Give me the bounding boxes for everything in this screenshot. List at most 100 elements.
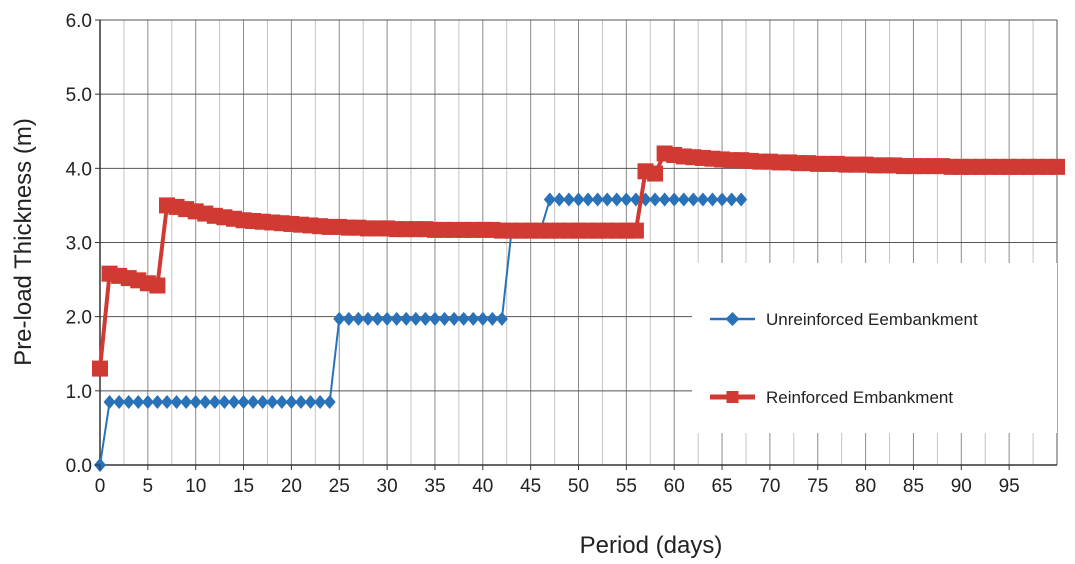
x-tick-label: 30 (377, 476, 398, 497)
y-tick-label: 1.0 (66, 382, 92, 403)
data-point (237, 394, 250, 409)
x-tick-label: 50 (568, 476, 589, 497)
data-point (486, 311, 499, 326)
data-point (218, 394, 231, 409)
series-layer (92, 145, 1065, 472)
x-tick-label: 90 (951, 476, 972, 497)
x-axis-title: Period (days) (580, 532, 723, 559)
legend-marker-reinforced (726, 391, 739, 403)
data-point (725, 192, 738, 207)
data-point (448, 311, 461, 326)
data-point (189, 394, 202, 409)
data-point (409, 311, 422, 326)
data-point (620, 192, 633, 207)
data-point (1049, 158, 1065, 175)
data-point (562, 192, 575, 207)
data-point (572, 192, 585, 207)
data-point (92, 360, 108, 377)
x-tick-label: 55 (616, 476, 637, 497)
legend-item-unreinforced: Unreinforced Eembankment (710, 310, 978, 329)
y-tick-label: 6.0 (66, 11, 92, 32)
x-tick-label: 70 (759, 476, 780, 497)
data-point (668, 192, 681, 207)
x-tick-label: 5 (143, 476, 154, 497)
data-point (333, 311, 346, 326)
data-point (199, 394, 212, 409)
legend-box (692, 263, 1057, 433)
data-point (553, 192, 566, 207)
data-point (141, 394, 154, 409)
data-point (381, 311, 394, 326)
data-point (601, 192, 614, 207)
x-tick-labels: 0 5 10 15 20 25 30 35 40 45 50 55 60 65 70 75 80 85 90 95 (95, 465, 1020, 497)
x-tick-label: 80 (855, 476, 876, 497)
data-point (266, 394, 279, 409)
data-point (113, 394, 126, 409)
data-point (323, 394, 336, 409)
x-tick-label: 45 (520, 476, 541, 497)
data-point (275, 394, 288, 409)
data-point (627, 222, 644, 239)
data-point (180, 394, 193, 409)
data-point (647, 165, 664, 182)
data-point (227, 394, 240, 409)
data-point (716, 192, 729, 207)
data-point (400, 311, 413, 326)
data-point (706, 192, 719, 207)
y-tick-label: 5.0 (66, 85, 92, 106)
data-point (149, 277, 166, 294)
data-point (208, 394, 221, 409)
data-point (467, 311, 480, 326)
data-point (735, 192, 748, 207)
x-tick-label: 85 (903, 476, 924, 497)
y-tick-label: 2.0 (66, 308, 92, 329)
data-point (476, 311, 489, 326)
data-point (543, 192, 556, 207)
legend: Unreinforced Eembankment Reinforced Emba… (710, 310, 978, 407)
data-point (649, 192, 662, 207)
data-point (151, 394, 164, 409)
x-tick-label: 0 (95, 476, 106, 497)
legend-label-reinforced: Reinforced Embankment (766, 388, 953, 407)
y-tick-label: 4.0 (66, 159, 92, 180)
data-point (677, 192, 690, 207)
x-tick-label: 20 (281, 476, 302, 497)
y-axis-title: Pre-load Thickness (m) (10, 118, 37, 366)
data-point (294, 394, 307, 409)
data-point (610, 192, 623, 207)
data-point (352, 311, 365, 326)
legend-label-unreinforced: Unreinforced Eembankment (766, 310, 978, 329)
data-point (658, 192, 671, 207)
series-reinforced (92, 145, 1065, 377)
data-point (390, 311, 403, 326)
data-point (103, 394, 116, 409)
data-point (256, 394, 269, 409)
x-tick-label: 25 (329, 476, 350, 497)
legend-marker-unreinforced (725, 312, 740, 326)
data-point (582, 192, 595, 207)
data-point (495, 311, 508, 326)
data-point (428, 311, 441, 326)
x-tick-label: 60 (664, 476, 685, 497)
data-point (122, 394, 135, 409)
data-point (591, 192, 604, 207)
x-tick-label: 40 (472, 476, 493, 497)
data-point (457, 311, 470, 326)
y-tick-labels: 0.0 1.0 2.0 3.0 4.0 5.0 6.0 (66, 11, 100, 477)
data-point (285, 394, 298, 409)
data-point (304, 394, 317, 409)
x-tick-label: 65 (711, 476, 732, 497)
data-point (132, 394, 145, 409)
x-tick-label: 15 (233, 476, 254, 497)
data-point (361, 311, 374, 326)
x-tick-label: 35 (424, 476, 445, 497)
legend-item-reinforced: Reinforced Embankment (710, 388, 953, 407)
y-tick-label: 0.0 (66, 456, 92, 477)
data-point (247, 394, 260, 409)
data-point (438, 311, 451, 326)
data-point (371, 311, 384, 326)
x-tick-label: 75 (807, 476, 828, 497)
data-point (170, 394, 183, 409)
x-tick-label: 10 (185, 476, 206, 497)
